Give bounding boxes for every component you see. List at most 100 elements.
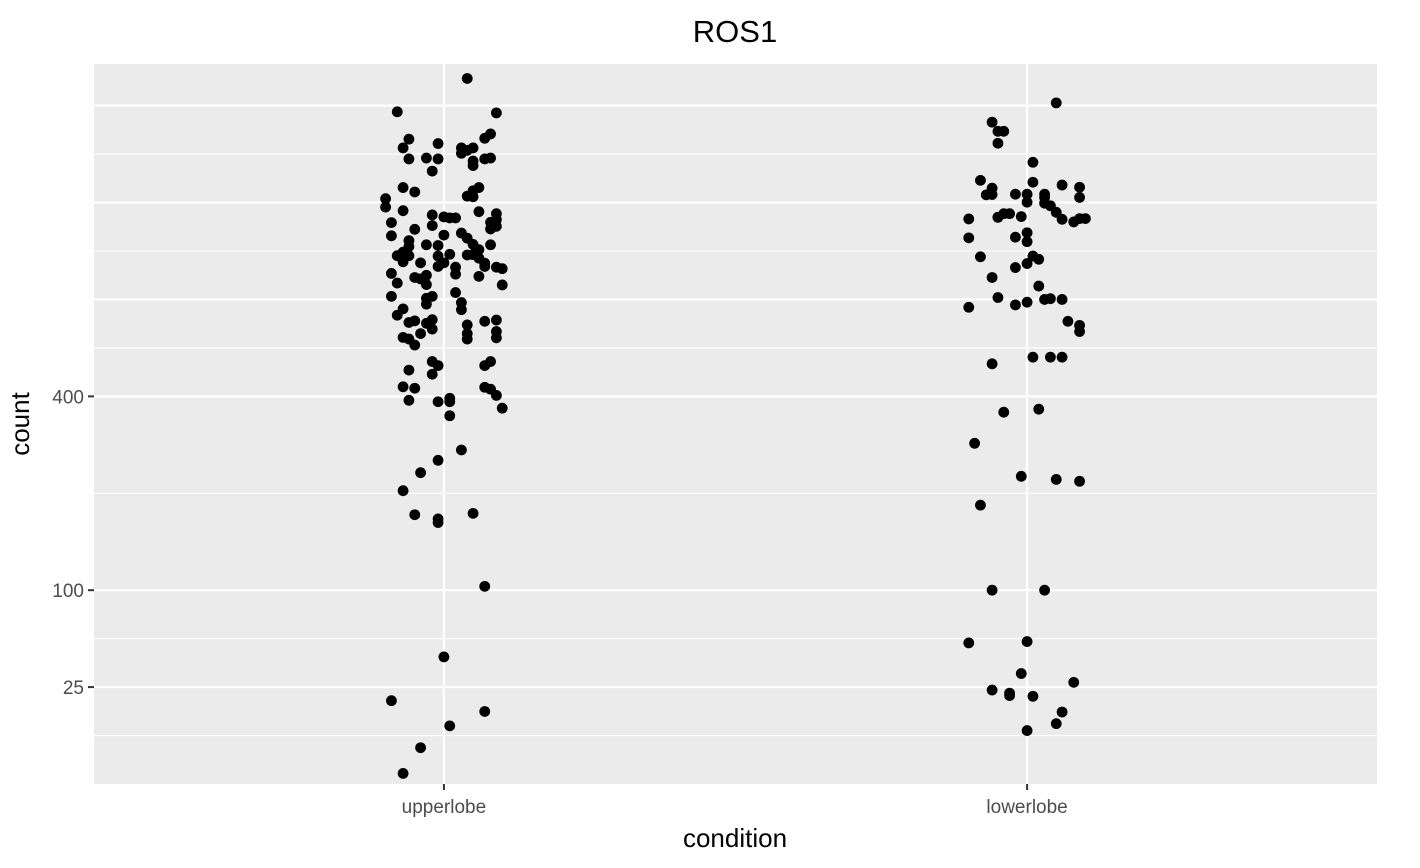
point-upperlobe	[432, 138, 444, 149]
point-lowerlobe	[1074, 192, 1085, 203]
y-tick-label: 25	[63, 678, 84, 699]
point-lowerlobe	[1021, 636, 1033, 647]
point-upperlobe	[490, 332, 502, 344]
y-axis: 25 100 400	[52, 387, 94, 699]
y-axis-title: count	[5, 391, 35, 455]
point-lowerlobe	[992, 137, 1004, 149]
point-upperlobe	[450, 212, 461, 224]
point-upperlobe	[432, 153, 444, 165]
point-upperlobe	[403, 317, 415, 328]
point-upperlobe	[461, 249, 473, 261]
point-upperlobe	[432, 261, 444, 272]
point-lowerlobe	[1068, 216, 1080, 228]
point-upperlobe	[421, 239, 432, 251]
point-upperlobe	[391, 106, 403, 118]
point-upperlobe	[403, 153, 415, 165]
data-points	[380, 73, 1091, 779]
point-upperlobe	[461, 319, 473, 331]
point-upperlobe	[450, 287, 461, 298]
point-lowerlobe	[975, 251, 986, 263]
point-upperlobe	[403, 394, 415, 406]
point-lowerlobe	[1056, 706, 1068, 718]
point-upperlobe	[426, 323, 438, 335]
point-lowerlobe	[1015, 470, 1027, 482]
point-upperlobe	[496, 402, 508, 414]
point-upperlobe	[496, 279, 508, 291]
point-lowerlobe	[1033, 403, 1045, 415]
point-lowerlobe	[1010, 188, 1021, 200]
point-upperlobe	[479, 315, 491, 327]
point-lowerlobe	[1027, 690, 1039, 702]
point-upperlobe	[386, 695, 397, 707]
point-upperlobe	[403, 133, 415, 145]
point-upperlobe	[397, 256, 409, 268]
point-lowerlobe	[963, 301, 975, 313]
point-upperlobe	[415, 257, 426, 269]
point-upperlobe	[438, 229, 450, 241]
point-upperlobe	[479, 261, 491, 272]
point-lowerlobe	[986, 684, 998, 696]
point-upperlobe	[444, 410, 456, 422]
point-upperlobe	[496, 263, 508, 275]
y-tick-label: 400	[52, 387, 84, 408]
point-lowerlobe	[963, 232, 975, 244]
point-upperlobe	[397, 767, 409, 779]
point-upperlobe	[426, 165, 438, 177]
point-upperlobe	[391, 309, 403, 321]
point-upperlobe	[421, 298, 432, 310]
point-lowerlobe	[986, 189, 998, 200]
point-lowerlobe	[1039, 294, 1050, 305]
point-upperlobe	[467, 191, 479, 203]
point-lowerlobe	[1068, 676, 1080, 688]
point-upperlobe	[397, 182, 409, 193]
point-lowerlobe	[1056, 213, 1068, 225]
point-lowerlobe	[1010, 231, 1021, 243]
point-upperlobe	[421, 279, 432, 290]
point-lowerlobe	[1056, 294, 1068, 305]
point-upperlobe	[473, 206, 485, 218]
point-lowerlobe	[1080, 213, 1091, 224]
point-upperlobe	[386, 268, 397, 279]
point-upperlobe	[490, 107, 502, 119]
plot-panel	[94, 64, 1377, 784]
point-upperlobe	[479, 580, 491, 592]
point-upperlobe	[432, 517, 444, 528]
point-lowerlobe	[969, 437, 981, 449]
point-upperlobe	[432, 240, 444, 251]
minor-gridlines	[94, 153, 1377, 737]
point-lowerlobe	[1027, 156, 1039, 168]
point-upperlobe	[391, 277, 403, 289]
point-lowerlobe	[1074, 181, 1085, 193]
x-tick-label-lowerlobe: lowerlobe	[986, 797, 1067, 818]
point-lowerlobe	[1033, 280, 1045, 292]
point-upperlobe	[409, 509, 421, 521]
point-lowerlobe	[1050, 718, 1062, 730]
point-lowerlobe	[1021, 196, 1033, 208]
point-lowerlobe	[1062, 315, 1074, 327]
chart-title: ROS1	[693, 14, 777, 49]
point-upperlobe	[467, 142, 479, 154]
point-upperlobe	[467, 507, 479, 519]
point-lowerlobe	[1074, 475, 1085, 487]
point-upperlobe	[421, 152, 432, 164]
point-upperlobe	[444, 248, 456, 260]
point-upperlobe	[426, 368, 438, 380]
point-lowerlobe	[1021, 236, 1033, 248]
point-upperlobe	[397, 142, 409, 154]
point-upperlobe	[415, 467, 426, 479]
point-lowerlobe	[1021, 188, 1033, 200]
point-lowerlobe	[1015, 668, 1027, 679]
point-upperlobe	[380, 193, 391, 205]
point-upperlobe	[397, 381, 409, 393]
point-upperlobe	[409, 186, 421, 198]
point-upperlobe	[479, 706, 491, 717]
point-upperlobe	[456, 147, 467, 159]
x-axis-title: condition	[683, 823, 787, 853]
point-upperlobe	[380, 201, 391, 213]
point-lowerlobe	[1045, 351, 1056, 363]
point-lowerlobe	[992, 292, 1004, 303]
point-upperlobe	[409, 382, 421, 394]
x-tick-label-upperlobe: upperlobe	[402, 797, 487, 818]
point-upperlobe	[386, 230, 397, 242]
